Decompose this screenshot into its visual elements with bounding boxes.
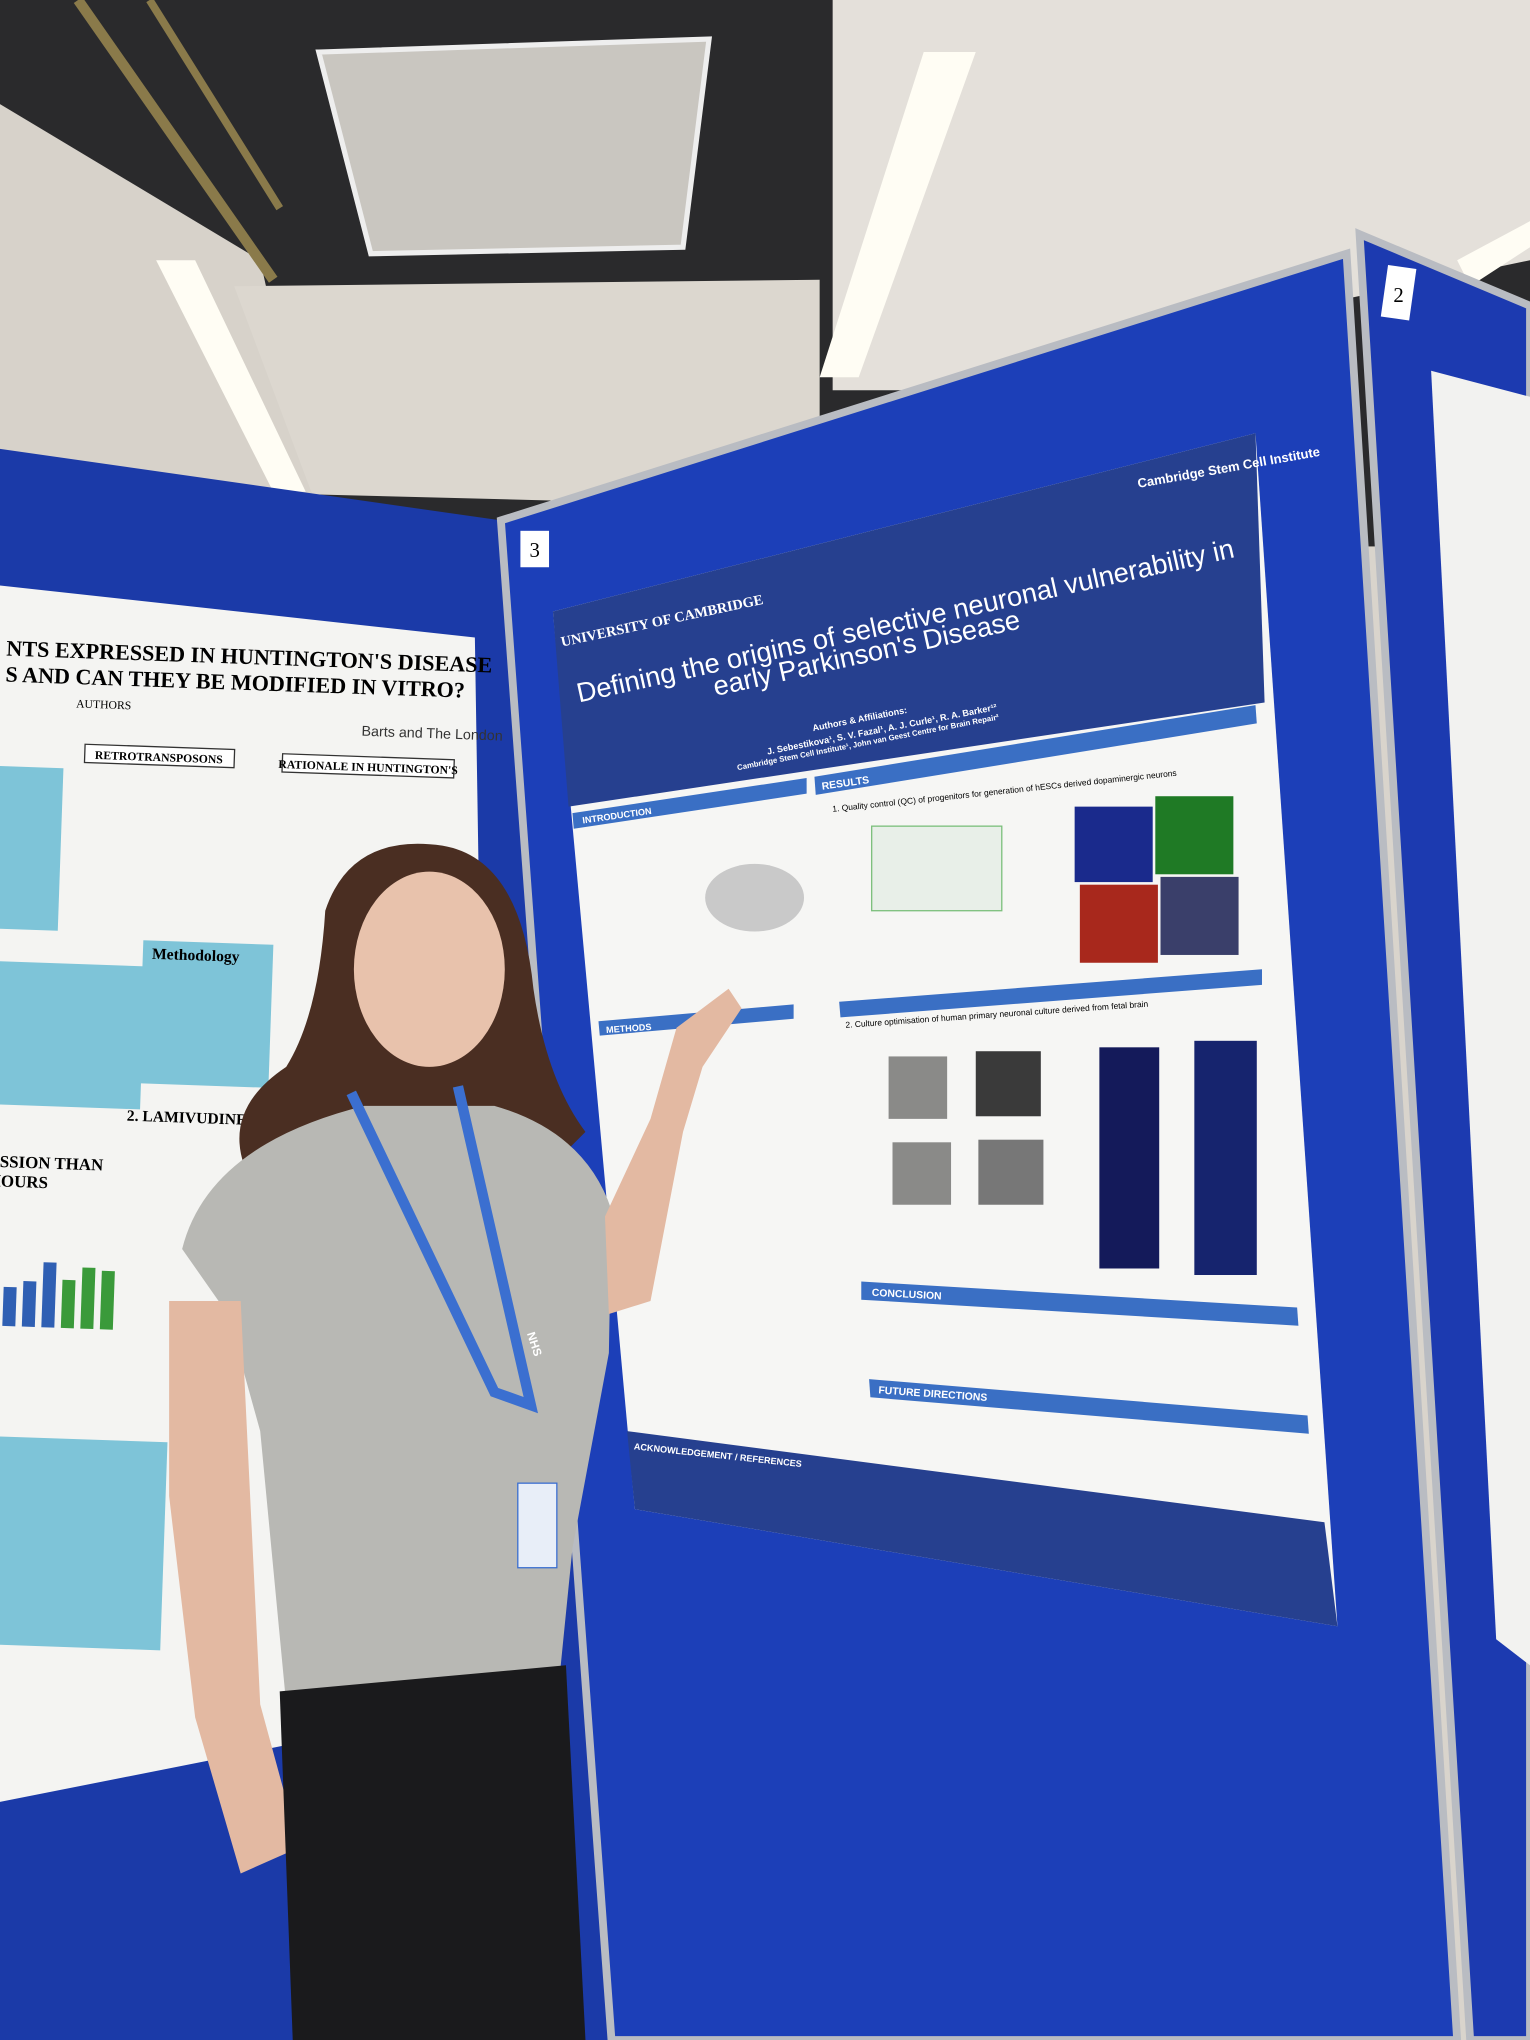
brain-diagram [705,863,805,932]
info-box [0,1435,168,1651]
microscopy-image [1074,806,1153,883]
left-poster-authors: AUTHORS [76,697,132,712]
light [156,260,306,492]
label-box [83,743,236,769]
pipe [146,0,284,211]
person: NHS [169,843,742,2040]
light [819,52,976,378]
id-badge [517,1482,558,1569]
air-vent [315,36,713,257]
microscopy-image [888,1056,948,1119]
poster-header [552,433,1265,807]
section-bar [861,1281,1299,1326]
section-heading: METHODS [606,1022,652,1035]
board-number: 2 [1393,283,1403,307]
pipe [73,0,278,283]
section-label: 2. LAMIVUDINE D [127,1108,262,1130]
info-box [138,940,274,1088]
bar-graphic-bar [80,1267,96,1330]
section-label: HOURS [0,1171,48,1192]
microscopy-image [975,1051,1041,1117]
section-bar [869,1379,1309,1434]
microscopy-image [892,1142,952,1205]
section-label: Methodology [152,946,240,966]
microscopy-strip [1099,1047,1160,1269]
microscopy-image [1155,796,1234,875]
trousers [279,1665,586,2040]
left-poster-logo: Barts and The London [361,724,503,745]
board-number-plate [520,530,550,568]
microscopy-strip [1194,1040,1257,1275]
section-label: RETROTRANSPOSONS [95,749,223,766]
board-number: 3 [530,538,540,562]
microscopy-image [1160,876,1239,955]
bar-graphic-bar [2,1286,17,1327]
board-number-plate [1380,264,1417,321]
bar-graphic [2,1262,115,1330]
section-bar [572,778,807,829]
info-box [0,765,64,931]
info-box [0,960,146,1110]
poster-footer [627,1431,1338,1627]
face [353,871,505,1067]
lanyard [346,1085,539,1414]
right-arm [604,988,742,1315]
bar-graphic-bar [99,1270,115,1330]
section-bar [839,969,1262,1018]
microscopy-image [978,1139,1044,1205]
shirt [182,1105,612,1705]
section-label: RATIONALE IN HUNTINGTON'S [278,758,458,777]
ceiling-panel [832,0,1530,391]
section-bar [814,705,1257,795]
ceiling-panel [234,279,820,508]
bar-graphic-bar [60,1279,76,1329]
label-box [281,753,455,779]
microscopy-image [1079,884,1158,963]
right-poster [1431,370,1530,1666]
light [1457,221,1530,287]
section-label: ESSION THAN [0,1152,104,1175]
left-arm [169,1301,300,1874]
section-heading: CONCLUSION [872,1288,942,1303]
heatmap-image [871,825,1003,912]
bar-graphic-bar [21,1281,37,1328]
bar-graphic-bar [41,1262,57,1328]
